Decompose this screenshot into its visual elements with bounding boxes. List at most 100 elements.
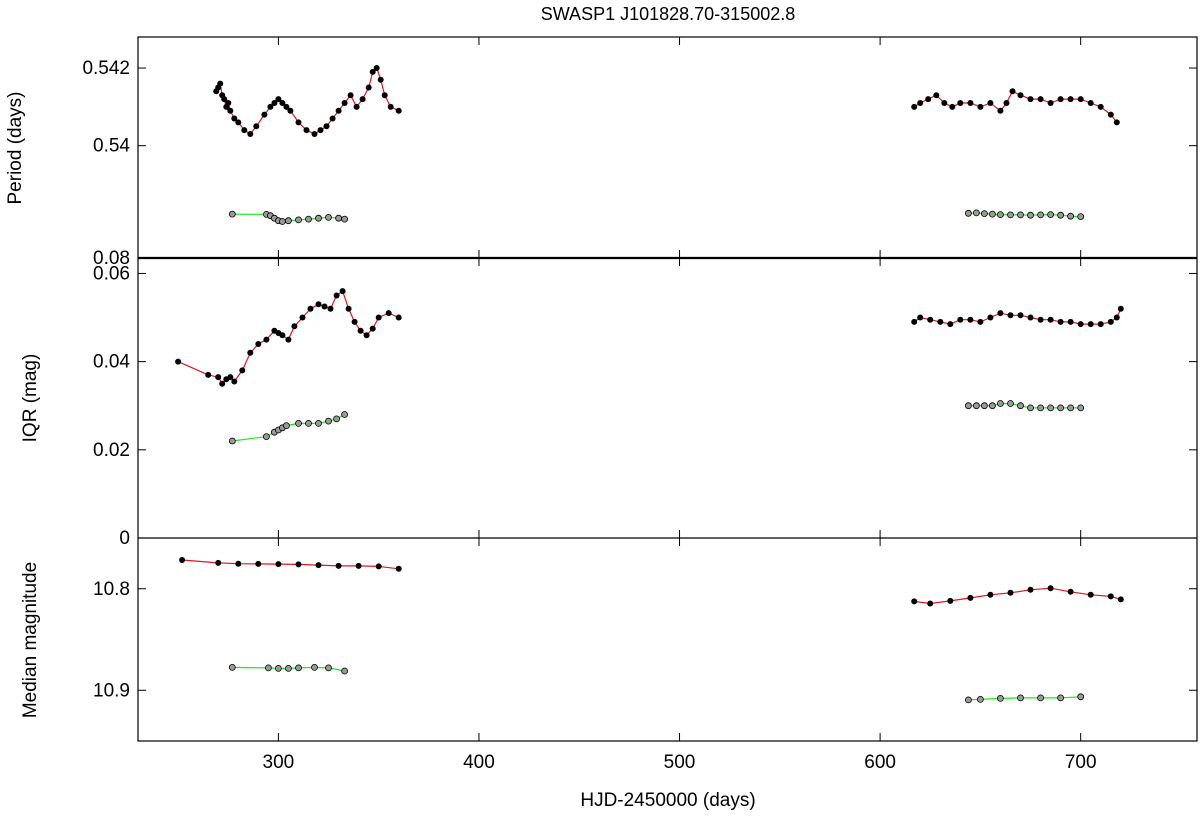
median-series2-point-6	[325, 664, 332, 672]
median-series2-point-1	[264, 664, 272, 672]
x-axis-title: HJD-2450000 (days)	[580, 790, 755, 811]
iqr-series2-point-11	[341, 411, 349, 418]
median-series3-point-1	[977, 696, 984, 703]
median-series3-point-4	[1037, 694, 1044, 702]
median-series1-point-2	[947, 597, 954, 604]
period-seg0-series0-point-9	[235, 119, 242, 126]
iqr-series1-point-8	[987, 314, 994, 321]
period-seg0-series0-point-22	[311, 131, 318, 137]
period-seg0-series1-point-20	[1087, 100, 1094, 106]
period-seg0-series1-point-7	[967, 100, 974, 106]
period-seg0-series1-point-15	[1037, 96, 1044, 103]
period-seg1-series0-point-10	[325, 213, 332, 221]
period-seg0-series0-point-2	[217, 80, 224, 87]
iqr-series0-point-0	[175, 358, 182, 365]
period-seg0-series1-point-17	[1057, 96, 1064, 103]
period-seg1-series1-point-5	[1007, 211, 1014, 219]
iqr-series1-point-1	[917, 314, 924, 321]
iqr-series0-point-5	[227, 374, 234, 381]
y-axis-title-period: Period (days)	[5, 92, 26, 205]
period-seg1-series1-point-11	[1067, 212, 1074, 220]
period-seg1-series0-point-7	[295, 216, 302, 224]
median-series0-point-9	[375, 563, 382, 570]
iqr-series0-point-25	[357, 327, 364, 334]
period-seg0-series1-point-16	[1047, 100, 1054, 106]
period-seg0-series1-point-13	[1017, 92, 1024, 99]
iqr-series0-point-29	[385, 310, 392, 317]
period-seg1-series1-point-2	[981, 210, 988, 218]
period-seg0-series0-point-30	[359, 96, 366, 103]
median-series0-point-1	[215, 559, 222, 566]
period-seg1-series1-point-7	[1027, 211, 1034, 219]
iqr-series1-point-13	[1037, 316, 1044, 323]
iqr-series3-point-5	[1007, 400, 1014, 407]
period-seg0-series1-point-4	[941, 100, 948, 106]
median-series0-point-10	[395, 565, 402, 572]
median-series2-point-3	[284, 665, 292, 672]
period-seg0-series0-point-4	[221, 96, 228, 103]
iqr-series3-point-9	[1047, 404, 1054, 412]
period-seg1-series0-point-5	[278, 218, 286, 225]
iqr-series0-point-9	[255, 341, 262, 347]
period-seg0-series0-point-32	[369, 68, 376, 75]
period-seg0-series0-point-35	[381, 92, 388, 99]
median-series1-point-6	[1027, 586, 1034, 593]
iqr-series3-point-2	[981, 402, 988, 410]
median-ytick-label-1: 10.9	[93, 680, 130, 701]
period-seg1-series0-point-6	[284, 217, 292, 225]
period-seg1-series1-point-1	[973, 209, 980, 217]
iqr-series0-point-15	[291, 323, 298, 330]
iqr-series0-point-20	[327, 305, 334, 312]
iqr-series0-point-16	[299, 314, 306, 321]
period-seg0-series0-point-28	[347, 92, 354, 99]
median-series1-point-5	[1007, 589, 1014, 596]
iqr-series0-point-24	[351, 318, 358, 325]
iqr-series0-point-23	[345, 305, 352, 312]
median-series0-point-0	[179, 557, 186, 563]
median-series1-point-7	[1047, 585, 1054, 592]
period-seg0-series1-point-6	[957, 100, 964, 106]
period-seg0-series0-point-34	[377, 76, 384, 83]
median-series0-point-6	[315, 562, 322, 569]
iqr-series0-point-2	[215, 374, 222, 381]
period-seg0-series0-point-20	[295, 119, 302, 126]
iqr-series1-point-3	[937, 318, 944, 325]
iqr-series1-point-21	[1113, 314, 1120, 321]
iqr-series0-point-8	[247, 349, 254, 356]
period-seg0-series1-point-11	[1003, 100, 1010, 106]
iqr-series3-point-11	[1067, 404, 1074, 412]
iqr-series0-point-19	[321, 303, 328, 310]
iqr-series0-point-17	[307, 305, 314, 312]
period-seg0-series1-point-2	[925, 96, 932, 103]
period-seg0-series0-point-16	[275, 96, 282, 103]
iqr-series2-point-7	[305, 419, 312, 427]
period-seg0-series0-point-10	[241, 127, 248, 134]
median-series0-point-8	[355, 562, 362, 569]
median-series0-point-4	[275, 561, 282, 568]
median-series1-point-4	[987, 591, 994, 598]
median-ytick-label-0: 10.8	[93, 579, 130, 600]
period-seg0-series0-point-29	[353, 103, 360, 110]
iqr-series1-point-5	[957, 316, 964, 323]
iqr-series2-point-10	[333, 415, 341, 423]
iqr-series0-point-7	[239, 367, 246, 374]
iqr-series0-point-18	[315, 301, 322, 308]
iqr-series3-point-7	[1027, 404, 1034, 412]
period-seg1-series1-point-4	[997, 211, 1004, 219]
period-seg0-series0-point-25	[329, 115, 336, 122]
plot-frame	[137, 36, 1198, 742]
median-series2-point-7	[341, 667, 349, 675]
iqr-series1-point-6	[967, 316, 974, 323]
iqr-ytick-label-0: 0	[119, 528, 130, 549]
median-series3-point-0	[965, 696, 972, 704]
period-seg0-series0-point-23	[317, 127, 324, 134]
iqr-series3-point-10	[1057, 404, 1064, 412]
period-seg0-series0-point-7	[227, 107, 234, 114]
period-seg0-series1-point-19	[1077, 96, 1084, 103]
chart-title: SWASP1 J101828.70-315002.8	[541, 4, 796, 24]
iqr-series0-point-22	[339, 288, 346, 295]
median-series2-point-5	[311, 664, 318, 671]
period-seg0-series1-point-0	[911, 103, 918, 110]
y-axis-title-median: Median magnitude	[20, 562, 41, 718]
iqr-series3-point-8	[1037, 404, 1044, 412]
